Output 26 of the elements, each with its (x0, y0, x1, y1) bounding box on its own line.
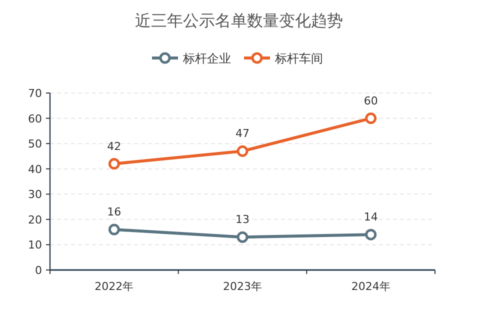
point (236, 231, 248, 243)
point (108, 224, 120, 236)
y-tick-label: 60 (28, 112, 42, 126)
legend-label: 标杆车间 (274, 52, 323, 66)
point (365, 112, 377, 124)
data-label: 47 (236, 127, 250, 140)
y-tick-label: 70 (28, 87, 42, 100)
x-tick-label: 2024年 (351, 280, 390, 293)
point (108, 158, 120, 170)
data-label: 60 (364, 94, 378, 108)
y-tick-label: 50 (28, 138, 42, 151)
chart-title: 近三年公示名单数量变化趋势 (135, 11, 343, 30)
point (236, 145, 248, 157)
y-tick-label: 40 (28, 162, 42, 176)
data-label: 14 (364, 210, 378, 224)
point (365, 228, 377, 240)
data-label: 13 (236, 213, 250, 226)
y-tick-label: 20 (28, 213, 42, 226)
legend-label: 标杆企业 (182, 52, 231, 66)
x-tick-label: 2023年 (223, 280, 262, 293)
data-label: 42 (107, 140, 122, 153)
y-tick-label: 0 (35, 264, 42, 277)
x-tick-label: 2022年 (94, 280, 134, 293)
data-label: 16 (107, 206, 122, 219)
y-tick-label: 10 (28, 238, 42, 252)
y-tick-label: 30 (28, 188, 42, 202)
